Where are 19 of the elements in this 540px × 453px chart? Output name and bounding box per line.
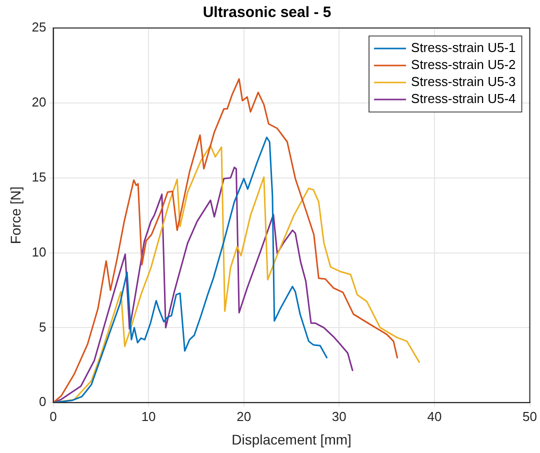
y-tick-label: 15: [32, 169, 46, 184]
legend-label: Stress-strain U5-1: [411, 40, 516, 56]
x-tick-label: 10: [141, 408, 156, 424]
y-tick-label: 20: [32, 94, 46, 110]
x-tick-label: 20: [236, 408, 252, 424]
x-axis-title: Displacement [mm]: [232, 431, 352, 448]
y-tick-label: 10: [32, 244, 46, 260]
x-tick-label: 50: [522, 408, 538, 424]
y-tick-label: 0: [39, 394, 46, 410]
y-tick-label: 25: [32, 20, 46, 35]
chart-title: Ultrasonic seal - 5: [202, 4, 332, 22]
y-axis-title: Force [N]: [7, 186, 24, 244]
x-tick-label: 0: [50, 408, 57, 424]
x-tick-label: 30: [332, 408, 346, 424]
y-tick-label: 5: [39, 319, 46, 334]
legend-label: Stress-strain U5-3: [411, 74, 516, 90]
x-tick-label: 40: [427, 408, 442, 424]
legend-label: Stress-strain U5-2: [411, 57, 516, 72]
legend-label: Stress-strain U5-4: [411, 91, 516, 106]
